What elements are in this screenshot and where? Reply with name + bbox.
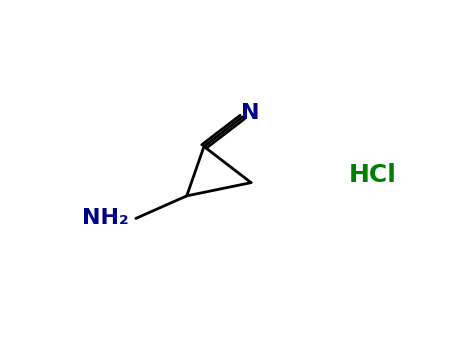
Text: N: N [241, 103, 260, 123]
Text: NH₂: NH₂ [82, 209, 129, 229]
Text: HCl: HCl [348, 163, 396, 187]
